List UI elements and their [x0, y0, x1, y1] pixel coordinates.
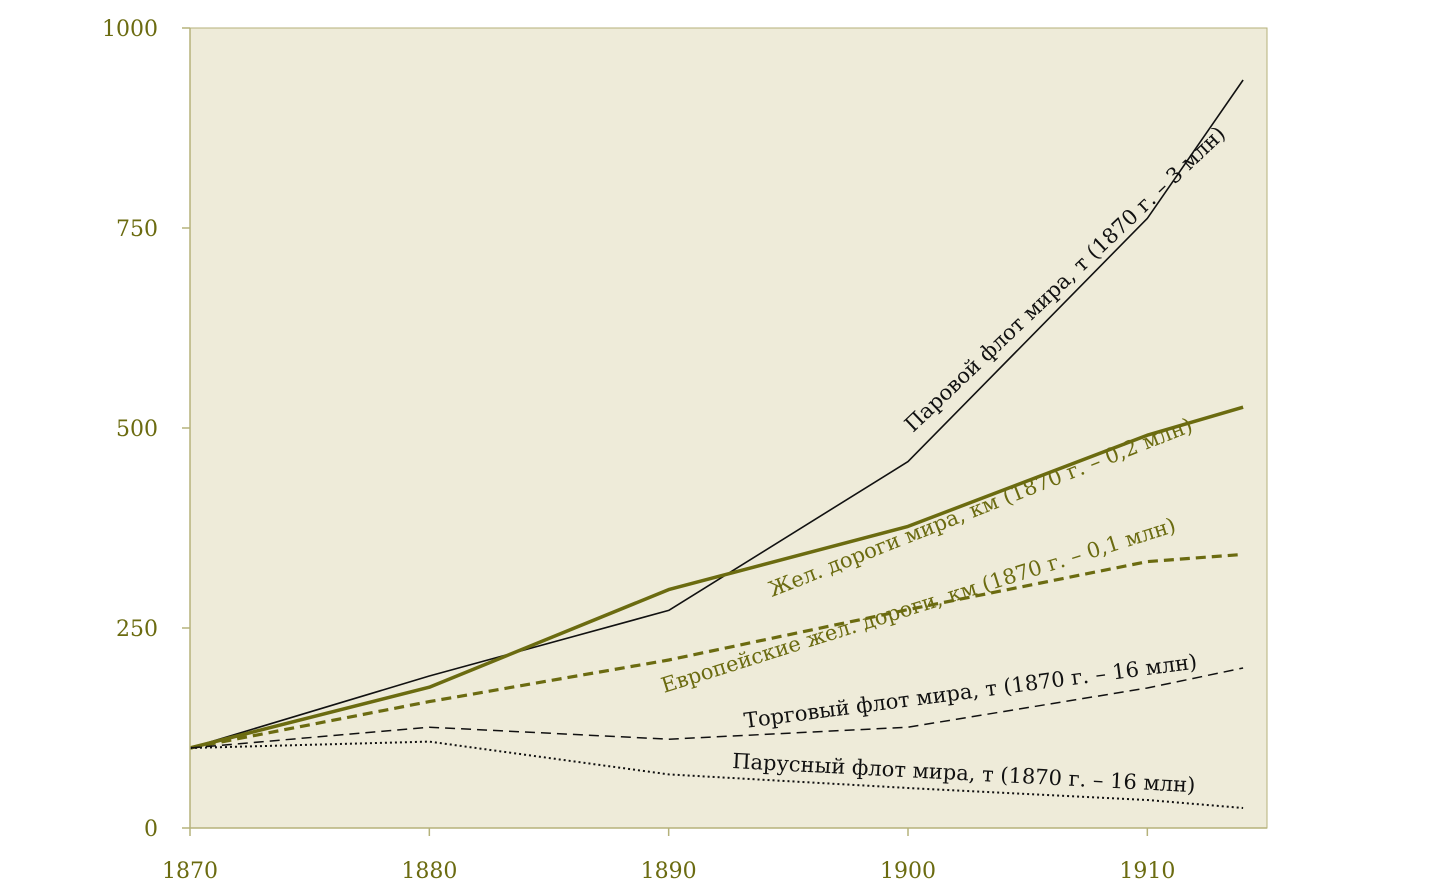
x-tick-label: 1890 [641, 859, 697, 884]
x-tick-label: 1870 [162, 859, 218, 884]
series-line-world-railways [189, 405, 1244, 750]
series-line-sailing-fleet [189, 740, 1244, 809]
y-tick-label: 500 [116, 417, 158, 442]
y-tick-label: 0 [144, 817, 158, 842]
series-line-steam-fleet [189, 79, 1244, 749]
y-tick-label: 250 [116, 617, 158, 642]
axes-group: 0 250 500 750 1000 1870 1880 1890 1900 1910 [102, 17, 1267, 884]
series-line-european-railways [189, 552, 1244, 750]
series-group [189, 79, 1244, 809]
y-tick-label: 1000 [102, 17, 158, 42]
x-tick-label: 1910 [1119, 859, 1175, 884]
x-tick-label: 1900 [880, 859, 936, 884]
series-line-merchant-fleet [189, 667, 1244, 749]
y-tick-label: 750 [116, 217, 158, 242]
x-tick-label: 1880 [401, 859, 457, 884]
